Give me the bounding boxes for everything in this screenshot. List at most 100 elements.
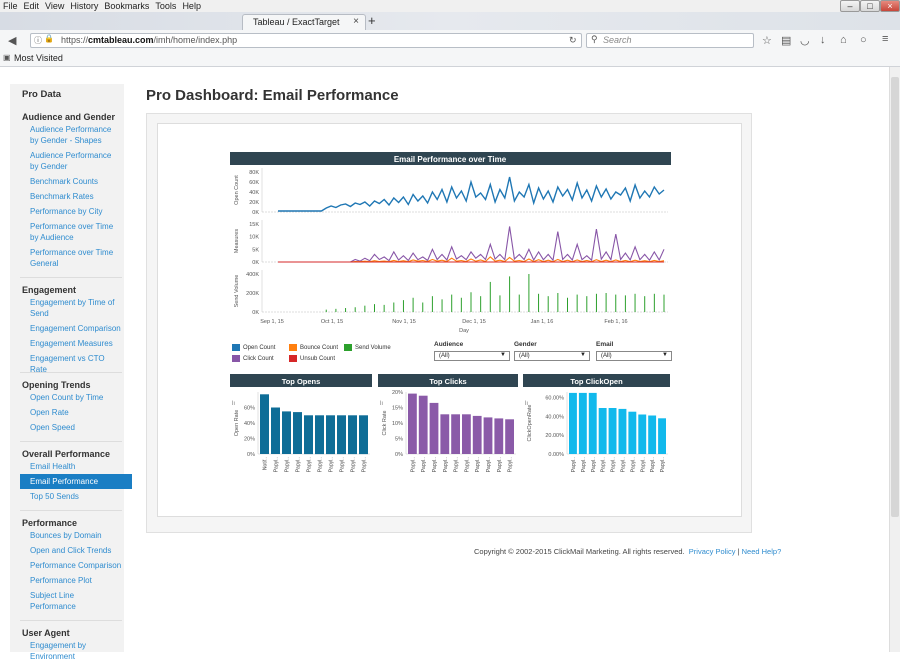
filter-icon: lı — [525, 401, 528, 407]
sidebar-item-performance-by-city[interactable]: Performance by City — [30, 207, 103, 216]
chat-icon[interactable]: ○ — [860, 34, 867, 46]
sidebar-item-engagement-comparison[interactable]: Engagement Comparison — [30, 324, 121, 333]
privacy-policy-link[interactable]: Privacy Policy — [688, 547, 736, 556]
menu-hamburger-icon[interactable]: ≡ — [882, 33, 889, 45]
sidebar-item-audience-performance-by-gender-shapes[interactable]: Audience Performance by Gender - Shapes — [30, 125, 112, 145]
back-arrow-icon[interactable]: ◀ — [8, 35, 17, 47]
footer: Copyright © 2002-2015 ClickMail Marketin… — [474, 547, 781, 556]
search-field[interactable]: ⚲ Search — [586, 33, 754, 48]
close-tab-icon[interactable]: × — [353, 16, 359, 27]
x-tick-label: Sep 1, 15 — [260, 319, 284, 325]
info-icon[interactable]: ⓘ — [34, 36, 42, 45]
bar-y-axis-label: Click Rate — [382, 410, 388, 435]
legend-item-click-count[interactable]: Click Count — [232, 355, 274, 362]
legend-item-bounce-count[interactable]: Bounce Count — [289, 344, 338, 351]
home-icon[interactable]: ⌂ — [840, 34, 847, 46]
need-help-link[interactable]: Need Help? — [741, 547, 782, 556]
most-visited-link[interactable]: Most Visited — [14, 53, 63, 63]
menu-item-bookmarks[interactable]: Bookmarks — [104, 1, 150, 11]
sidebar-item-engagement-measures[interactable]: Engagement Measures — [30, 339, 113, 348]
sidebar-item-engagement-by-time-of-send[interactable]: Engagement by Time of Send — [30, 298, 115, 318]
bar — [638, 414, 647, 454]
page-scrollbar[interactable] — [889, 67, 900, 652]
sidebar-item-email-health[interactable]: Email Health — [30, 462, 76, 471]
bar — [429, 402, 439, 454]
menu-bar: File Edit View History Bookmarks Tools Help – … — [0, 0, 900, 12]
pocket-icon[interactable]: ◡ — [800, 35, 810, 47]
menu-item-tools[interactable]: Tools — [155, 1, 177, 11]
bar-y-tick-label: 10% — [392, 421, 403, 427]
menu-item-help[interactable]: Help — [182, 1, 201, 11]
bar — [608, 408, 617, 454]
sidebar-item-subject-line-performance[interactable]: Subject Line Performance — [30, 591, 76, 611]
url-bar[interactable]: ⓘ 🔒 https://cmtableau.com/imh/home/index… — [30, 33, 582, 48]
bar-category-label: Papyl.. — [650, 457, 656, 472]
menu-item-history[interactable]: History — [70, 1, 99, 11]
menu-item-edit[interactable]: Edit — [23, 1, 40, 11]
filter-value: (All) — [601, 353, 612, 359]
sidebar-item-benchmark-counts[interactable]: Benchmark Counts — [30, 177, 99, 186]
filter-dropdown-gender[interactable]: (All) ▼ — [514, 351, 590, 361]
bar-category-label: Papyl.. — [630, 457, 636, 472]
bar-category-label: Papyl.. — [410, 457, 416, 472]
y-axis-label: Send Volume — [234, 275, 240, 308]
y-tick-label: 0K — [252, 310, 259, 316]
y-tick-label: 0K — [252, 210, 259, 216]
sidebar-item-audience-performance-by-gender[interactable]: Audience Performance by Gender — [30, 151, 112, 171]
star-icon[interactable]: ☆ — [762, 35, 772, 47]
bar-category-label: Papyl.. — [611, 457, 617, 472]
legend-item-open-count[interactable]: Open Count — [232, 344, 275, 351]
bar — [408, 393, 417, 454]
menu-item-file[interactable]: File — [3, 1, 18, 11]
sidebar-item-benchmark-rates[interactable]: Benchmark Rates — [30, 192, 94, 201]
download-icon[interactable]: ↓ — [820, 34, 826, 46]
bar — [359, 415, 368, 455]
sidebar-item-email-performance[interactable]: Email Performance — [20, 474, 132, 489]
bar-y-axis-label: ClickOpenRate — [527, 405, 533, 442]
bookmark-folder-icon: ▣ — [3, 53, 11, 62]
sidebar-item-engagement-vs-cto-rate[interactable]: Engagement vs CTO Rate — [30, 354, 105, 374]
reading-list-icon[interactable]: ▤ — [781, 35, 792, 47]
legend-item-unsub-count[interactable]: Unsub Count — [289, 355, 335, 362]
y-axis-label: Open Count — [234, 175, 240, 205]
filter-dropdown-audience[interactable]: (All) ▼ — [434, 351, 510, 361]
chart-title: Email Performance over Time — [394, 155, 507, 164]
sidebar-item-performance-plot[interactable]: Performance Plot — [30, 576, 92, 585]
scrollbar-thumb[interactable] — [891, 77, 899, 517]
bar-category-label: Papyl.. — [340, 457, 346, 472]
footer-separator: | — [737, 547, 740, 556]
bar-y-tick-label: 40.00% — [545, 414, 564, 420]
bar-category-label: Papyl.. — [601, 457, 607, 472]
y-tick-label: 10K — [249, 235, 259, 241]
legend-label: Click Count — [243, 356, 274, 363]
maximize-button[interactable]: □ — [860, 0, 880, 12]
sidebar-section-title: Audience and Gender — [22, 112, 116, 122]
new-tab-icon[interactable]: + — [368, 13, 376, 28]
dashboard-canvas: Email Performance over Time 0K 20K 40K 60K 80… — [230, 152, 671, 472]
filter-label-email: Email — [596, 341, 614, 348]
bar-y-tick-label: 20% — [392, 390, 403, 396]
sidebar-item-open-speed[interactable]: Open Speed — [30, 423, 75, 432]
legend-item-send-volume[interactable]: Send Volume — [344, 344, 391, 351]
bar-category-label: Papyl.. — [454, 457, 460, 472]
bar-category-label: Papyl.. — [296, 457, 302, 472]
sidebar-item-top-50-sends[interactable]: Top 50 Sends — [30, 492, 79, 501]
sidebar-item-bounces-by-domain[interactable]: Bounces by Domain — [30, 531, 102, 540]
legend-label: Open Count — [243, 345, 276, 352]
sidebar-item-performance-over-time-by-audience[interactable]: Performance over Time by Audience — [30, 222, 114, 242]
menu-item-view[interactable]: View — [45, 1, 65, 11]
filter-dropdown-email[interactable]: (All) ▼ — [596, 351, 672, 361]
bar-category-label: Papyl.. — [591, 457, 597, 472]
sidebar-item-open-and-click-trends[interactable]: Open and Click Trends — [30, 546, 112, 555]
sidebar-item-performance-comparison[interactable]: Performance Comparison — [30, 561, 122, 570]
tab-tableau[interactable]: Tableau / ExactTarget × — [242, 14, 366, 30]
filter-label-gender: Gender — [514, 341, 537, 348]
sidebar-item-open-count-by-time[interactable]: Open Count by Time — [30, 393, 104, 402]
minimize-button[interactable]: – — [840, 0, 860, 12]
sidebar-item-open-rate[interactable]: Open Rate — [30, 408, 69, 417]
reload-icon[interactable]: ↻ — [569, 35, 577, 45]
sidebar-item-engagement-by-environment[interactable]: Engagement by Environment — [30, 641, 87, 661]
sidebar-item-performance-over-time-general[interactable]: Performance over Time General — [30, 248, 114, 268]
bar-category-label: Papyl.. — [443, 457, 449, 472]
close-window-button[interactable]: × — [880, 0, 900, 12]
